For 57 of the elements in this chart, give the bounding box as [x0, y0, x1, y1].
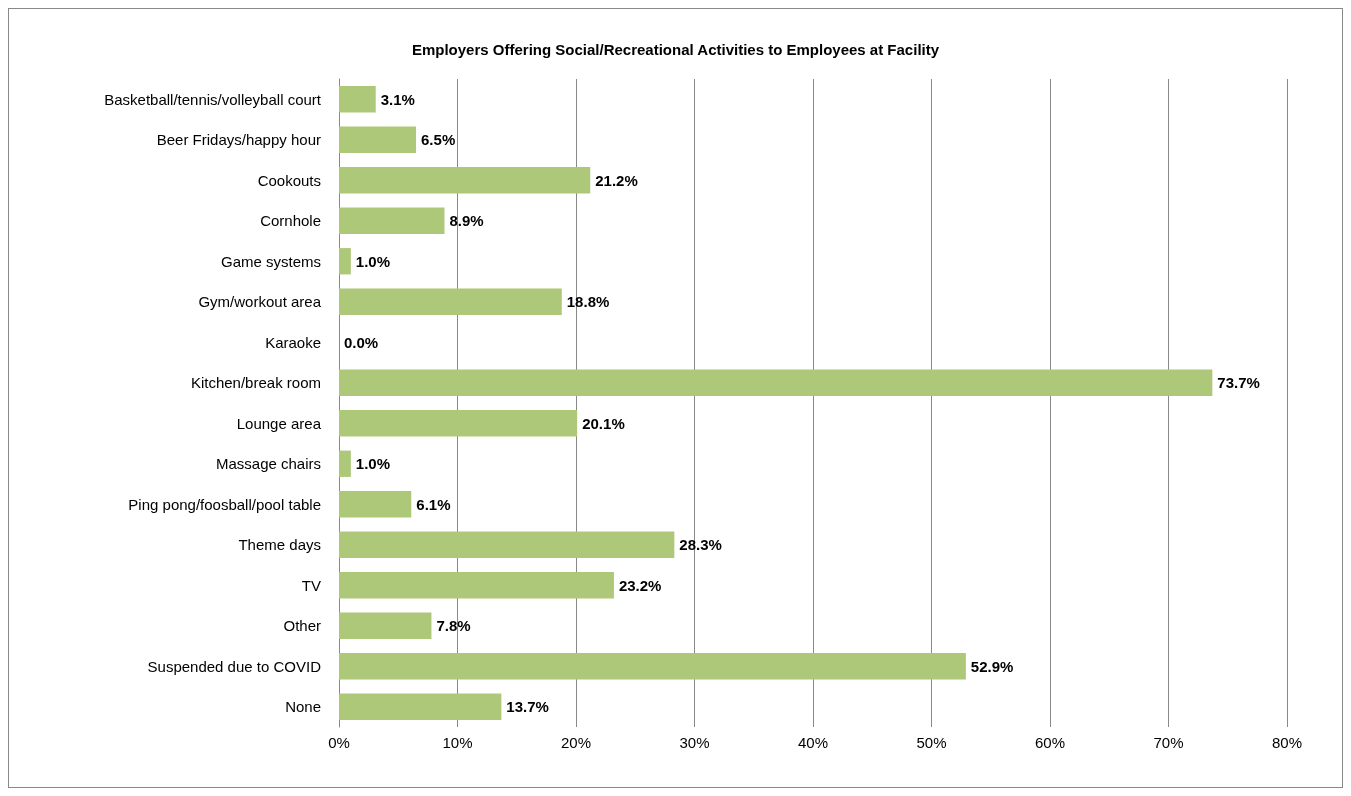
- data-label: 73.7%: [1217, 374, 1260, 392]
- x-tick-label: 20%: [560, 734, 592, 751]
- y-tick-label: None: [285, 698, 321, 716]
- y-tick-label: Lounge area: [236, 414, 322, 432]
- x-tick-label: 70%: [1153, 734, 1184, 751]
- bar: [339, 572, 614, 599]
- data-label: 3.1%: [380, 90, 415, 108]
- y-tick-label: Other: [283, 617, 321, 635]
- bar: [339, 248, 351, 275]
- x-tick-label: 0%: [328, 734, 350, 751]
- y-tick-label: Massage chairs: [215, 455, 321, 473]
- x-tick-label: 10%: [442, 734, 473, 751]
- bar: [339, 653, 966, 680]
- data-label: 6.5%: [421, 131, 456, 149]
- y-tick-label: Ping pong/foosball/pool table: [128, 495, 321, 513]
- bar: [339, 288, 562, 315]
- data-label: 1.0%: [355, 252, 391, 270]
- data-label: 13.7%: [506, 698, 549, 716]
- data-label: 1.0%: [355, 455, 391, 473]
- bar: [339, 491, 412, 518]
- y-tick-label: Basketball/tennis/volleyball court: [104, 90, 322, 108]
- chart-title: Employers Offering Social/Recreational Activities to Employees at Facility: [411, 41, 940, 58]
- bar: [339, 612, 432, 639]
- y-tick-label: Game systems: [220, 252, 321, 270]
- y-tick-label: Cookouts: [257, 171, 321, 189]
- x-tick-label: 50%: [916, 734, 947, 751]
- bar: [339, 531, 675, 558]
- data-label: 0.0%: [344, 333, 379, 351]
- y-tick-label: Karaoke: [265, 333, 321, 351]
- y-tick-label: TV: [301, 576, 321, 594]
- y-tick-label: Suspended due to COVID: [147, 657, 322, 675]
- data-label: 6.1%: [416, 495, 451, 513]
- y-tick-label: Theme days: [238, 536, 321, 554]
- x-tick-label: 80%: [1271, 734, 1303, 751]
- bar: [339, 369, 1213, 396]
- x-tick-label: 60%: [1034, 734, 1066, 751]
- y-tick-label: Gym/workout area: [198, 293, 322, 311]
- y-tick-label: Kitchen/break room: [190, 374, 321, 392]
- bar: [339, 167, 591, 194]
- bar: [339, 693, 502, 720]
- data-label: 28.3%: [679, 536, 722, 554]
- data-label: 7.8%: [436, 617, 471, 635]
- bar: [339, 450, 351, 477]
- x-tick-label: 40%: [797, 734, 829, 751]
- bar: [339, 126, 417, 153]
- bar: [339, 410, 578, 437]
- y-tick-label: Cornhole: [260, 212, 321, 230]
- data-label: 8.9%: [449, 212, 484, 230]
- bar: [339, 86, 376, 113]
- data-label: 20.1%: [582, 414, 625, 432]
- y-tick-label: Beer Fridays/happy hour: [156, 131, 321, 149]
- data-label: 18.8%: [566, 293, 610, 311]
- data-label: 21.2%: [595, 171, 638, 189]
- data-label: 52.9%: [970, 657, 1014, 675]
- bar: [339, 207, 445, 234]
- data-label: 23.2%: [618, 576, 662, 594]
- x-tick-label: 30%: [679, 734, 710, 751]
